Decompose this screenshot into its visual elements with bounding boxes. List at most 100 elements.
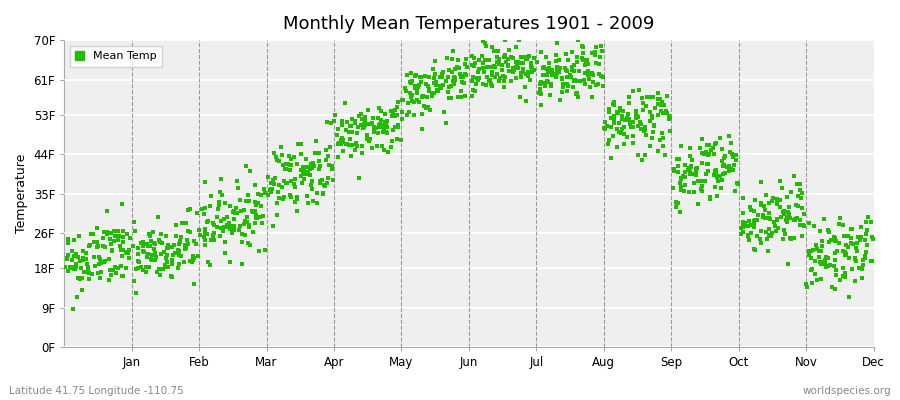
Point <box>576 44 590 50</box>
Point <box>747 207 761 214</box>
Point <box>673 209 688 215</box>
Point <box>338 100 352 106</box>
Point <box>410 97 424 104</box>
Point <box>777 211 791 217</box>
Point <box>570 54 584 61</box>
Point <box>471 76 485 82</box>
Point <box>621 116 635 122</box>
Point <box>395 116 410 122</box>
Point <box>391 122 405 128</box>
Point <box>420 104 435 110</box>
Point <box>812 248 826 254</box>
Point <box>315 191 329 197</box>
Point <box>120 231 134 237</box>
Point <box>526 55 541 62</box>
Point <box>229 204 243 211</box>
Point <box>817 259 832 265</box>
Point <box>342 142 356 148</box>
Point <box>760 229 774 235</box>
Point <box>156 266 170 272</box>
Point <box>643 117 657 124</box>
Point <box>689 166 704 172</box>
Point <box>428 79 443 86</box>
Point <box>159 259 174 265</box>
Point <box>194 206 209 212</box>
Point <box>758 206 772 213</box>
Point <box>67 252 81 259</box>
Point <box>271 194 285 201</box>
Point <box>722 166 736 172</box>
Point <box>196 234 211 240</box>
Point <box>480 64 494 70</box>
Point <box>158 255 173 261</box>
Point <box>165 258 179 264</box>
Point <box>597 125 611 132</box>
Point <box>390 112 404 119</box>
Point <box>524 60 538 67</box>
Point <box>855 266 869 272</box>
Point <box>813 259 827 266</box>
Point <box>108 270 122 276</box>
Point <box>79 250 94 256</box>
Point <box>86 231 100 237</box>
Point <box>781 204 796 210</box>
Point <box>471 69 485 76</box>
Point <box>254 192 268 198</box>
Point <box>770 200 785 206</box>
Point <box>626 124 640 130</box>
Point <box>300 193 314 199</box>
Point <box>548 71 562 77</box>
Point <box>214 176 229 182</box>
Point <box>567 68 581 75</box>
Point <box>108 232 122 239</box>
Point <box>335 122 349 128</box>
Point <box>540 78 554 84</box>
Point <box>685 157 699 163</box>
Point <box>722 168 736 174</box>
Point <box>588 52 602 59</box>
Point <box>206 234 220 241</box>
Point <box>521 68 535 75</box>
Point <box>292 140 306 147</box>
Point <box>63 264 77 270</box>
Point <box>282 153 296 159</box>
Point <box>510 59 525 66</box>
Point <box>132 259 147 265</box>
Point <box>165 257 179 263</box>
Point <box>305 160 320 166</box>
Point <box>278 166 293 172</box>
Point <box>141 243 156 249</box>
Point <box>296 168 310 174</box>
Point <box>713 135 727 141</box>
Point <box>655 130 670 136</box>
Point <box>451 57 465 63</box>
Point <box>487 63 501 70</box>
Point <box>79 256 94 262</box>
Point <box>454 79 469 85</box>
Point <box>492 61 507 67</box>
Point <box>667 166 681 172</box>
Point <box>435 74 449 80</box>
Point <box>274 152 289 159</box>
Point <box>804 255 818 261</box>
Point <box>509 58 524 65</box>
Point <box>698 149 713 155</box>
Point <box>725 166 740 173</box>
Point <box>828 257 842 264</box>
Point <box>525 65 539 71</box>
Point <box>76 248 90 255</box>
Point <box>313 180 328 186</box>
Point <box>754 179 769 185</box>
Point <box>123 234 138 241</box>
Point <box>491 56 506 62</box>
Point <box>526 68 540 75</box>
Point <box>806 246 821 253</box>
Point <box>243 168 257 174</box>
Point <box>283 192 297 198</box>
Point <box>388 113 402 119</box>
Point <box>457 80 472 86</box>
Point <box>425 90 439 96</box>
Point <box>409 71 423 78</box>
Point <box>230 178 244 184</box>
Point <box>69 293 84 300</box>
